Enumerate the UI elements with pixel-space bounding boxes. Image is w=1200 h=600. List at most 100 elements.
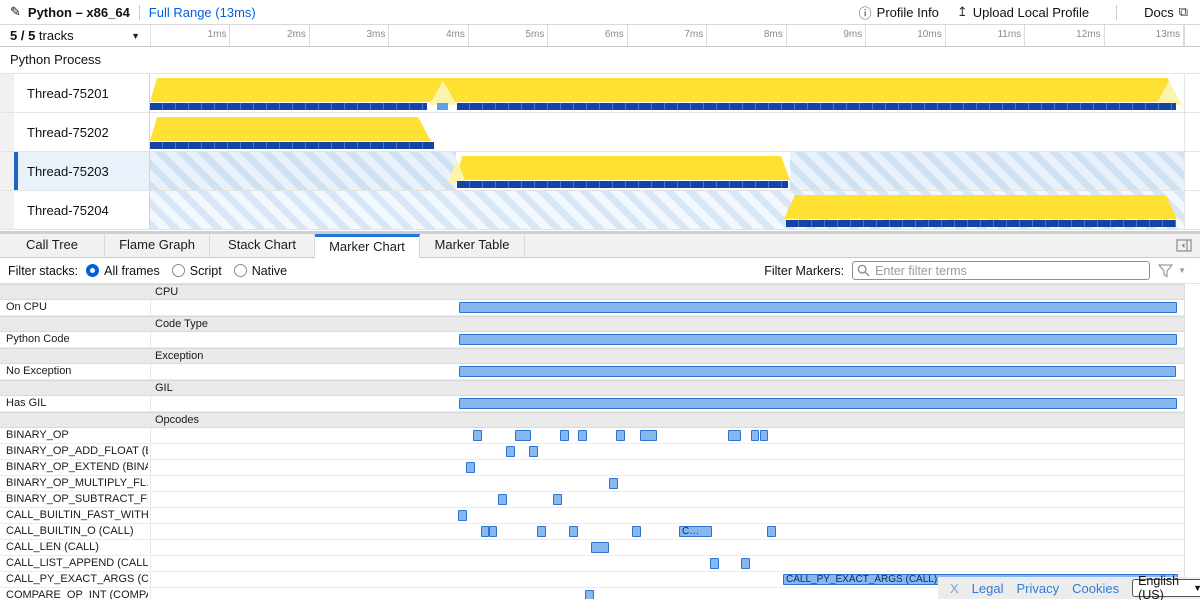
marker[interactable] — [459, 334, 1177, 345]
funnel-filter-icon[interactable] — [1158, 263, 1174, 278]
marker-row[interactable]: BINARY_OP_MULTIPLY_FL… — [0, 476, 1184, 492]
gil-bar-segment — [437, 103, 448, 110]
marker-row[interactable]: CALL_LEN (CALL) — [0, 540, 1184, 556]
process-track-header[interactable]: Python Process — [0, 47, 1200, 74]
marker[interactable] — [751, 430, 759, 441]
legal-link[interactable]: Legal — [971, 580, 1004, 596]
track-activity-graph[interactable] — [150, 74, 1184, 112]
marker[interactable] — [760, 430, 768, 441]
thread-row[interactable]: Thread-75203 — [0, 152, 1200, 191]
upload-profile-button[interactable]: ↥ Upload Local Profile — [957, 4, 1089, 20]
header-divider — [138, 4, 140, 20]
marker[interactable] — [515, 430, 531, 441]
marker[interactable] — [741, 558, 750, 569]
marker[interactable] — [578, 430, 587, 441]
docs-link[interactable]: Docs ⧉ — [1144, 4, 1188, 20]
marker-row-label: No Exception — [6, 365, 72, 377]
marker-row[interactable]: CALL_BUILTIN_O (CALL) C… — [0, 524, 1184, 540]
marker-row[interactable]: COMPARE_OP_INT (COMPA… — [0, 588, 1184, 599]
marker-row[interactable]: BINARY_OP_ADD_FLOAT (B… — [0, 444, 1184, 460]
profile-info-button[interactable]: ⓘ Profile Info — [859, 3, 939, 22]
thread-row[interactable]: Thread-75201 — [0, 74, 1200, 113]
ruler-tick: 9ms — [787, 25, 867, 46]
marker-row[interactable]: Python Code — [0, 332, 1184, 348]
marker[interactable] — [767, 526, 776, 537]
marker[interactable] — [498, 494, 507, 505]
marker-row[interactable]: CALL_BUILTIN_FAST_WITH… — [0, 508, 1184, 524]
thread-row[interactable]: Thread-75204 — [0, 191, 1200, 230]
tab-call-tree[interactable]: Call Tree — [0, 234, 105, 258]
marker[interactable] — [459, 366, 1176, 377]
marker-row[interactable]: BINARY_OP_EXTEND (BINA… — [0, 460, 1184, 476]
marker[interactable] — [710, 558, 719, 569]
thread-label: Thread-75204 — [14, 191, 150, 229]
marker-row: GIL — [0, 380, 1184, 396]
full-range-button[interactable]: Full Range (13ms) — [148, 4, 256, 20]
ruler-tick: 6ms — [548, 25, 628, 46]
marker[interactable] — [632, 526, 641, 537]
marker[interactable]: C… — [679, 526, 712, 537]
tab-marker-chart[interactable]: Marker Chart — [315, 234, 420, 258]
marker-row[interactable]: BINARY_OP — [0, 428, 1184, 444]
thread-label: Thread-75202 — [14, 113, 150, 151]
marker-filter-input[interactable] — [852, 261, 1151, 280]
marker[interactable] — [458, 510, 467, 521]
tracks-summary-dropdown[interactable]: 5 / 5 tracks ▼ — [0, 25, 150, 46]
thread-row[interactable]: Thread-75202 — [0, 113, 1200, 152]
marker-row[interactable]: CALL_LIST_APPEND (CALL) — [0, 556, 1184, 572]
marker-row-label: Python Code — [6, 333, 70, 345]
marker[interactable] — [553, 494, 562, 505]
marker[interactable] — [459, 302, 1177, 313]
edit-pencil-icon[interactable]: ✎ — [10, 4, 21, 19]
stack-filter-option-native[interactable]: Native — [233, 264, 287, 278]
gil-bar-segment — [150, 142, 434, 149]
marker[interactable] — [609, 478, 618, 489]
marker[interactable] — [473, 430, 482, 441]
tab-flame-graph[interactable]: Flame Graph — [105, 234, 210, 258]
track-activity-graph[interactable] — [150, 191, 1184, 229]
ruler-tick: 12ms — [1025, 25, 1105, 46]
tab-stack-chart[interactable]: Stack Chart — [210, 234, 315, 258]
radio-icon — [233, 264, 247, 277]
chevron-down-icon: ▼ — [1193, 583, 1200, 593]
ruler-ticks[interactable]: 1ms 2ms 3ms 4ms 5ms 6ms 7ms 8ms 9ms 10ms 11ms 12ms 1… — [150, 25, 1185, 46]
marker[interactable] — [640, 430, 657, 441]
marker[interactable] — [466, 462, 475, 473]
footer-close-button[interactable]: X — [950, 580, 959, 596]
marker[interactable] — [591, 542, 609, 553]
filter-markers-label: Filter Markers: — [764, 263, 845, 278]
marker-search — [852, 261, 1151, 280]
sidebar-toggle-icon[interactable] — [1176, 239, 1192, 252]
marker-row[interactable]: BINARY_OP_SUBTRACT_FL… — [0, 492, 1184, 508]
language-select[interactable]: English (US) ▼ — [1132, 574, 1200, 600]
marker[interactable] — [560, 430, 569, 441]
track-activity-graph[interactable] — [150, 152, 1184, 190]
stack-filter-option-script[interactable]: Script — [171, 264, 222, 278]
track-activity-graph[interactable] — [150, 113, 1184, 151]
tab-marker-table[interactable]: Marker Table — [420, 234, 525, 258]
marker[interactable] — [728, 430, 741, 441]
privacy-link[interactable]: Privacy — [1016, 580, 1060, 596]
marker[interactable] — [569, 526, 578, 537]
timeline-ruler: 5 / 5 tracks ▼ 1ms 2ms 3ms 4ms 5ms 6ms 7ms 8ms 9… — [0, 25, 1200, 47]
marker[interactable] — [459, 398, 1177, 409]
pale-activity-peak — [429, 78, 457, 105]
filter-dropdown-icon[interactable]: ▼ — [1178, 266, 1186, 275]
marker[interactable] — [529, 446, 538, 457]
marker[interactable] — [537, 526, 546, 537]
marker-row[interactable]: On CPU — [0, 300, 1184, 316]
idle-stripes — [790, 152, 1184, 190]
marker[interactable] — [506, 446, 515, 457]
cookies-link[interactable]: Cookies — [1072, 580, 1120, 596]
ruler-tick: 2ms — [230, 25, 310, 46]
radio-label: All frames — [104, 263, 160, 278]
marker[interactable] — [585, 590, 594, 599]
marker[interactable] — [616, 430, 625, 441]
marker-row[interactable]: No Exception — [0, 364, 1184, 380]
marker[interactable] — [481, 526, 489, 537]
chevron-down-icon[interactable]: ▼ — [131, 30, 140, 41]
stack-filter-option-all-frames[interactable]: All frames — [86, 264, 160, 278]
marker[interactable] — [489, 526, 497, 537]
marker-row[interactable]: Has GIL — [0, 396, 1184, 412]
gil-bar-segment — [457, 103, 1176, 110]
